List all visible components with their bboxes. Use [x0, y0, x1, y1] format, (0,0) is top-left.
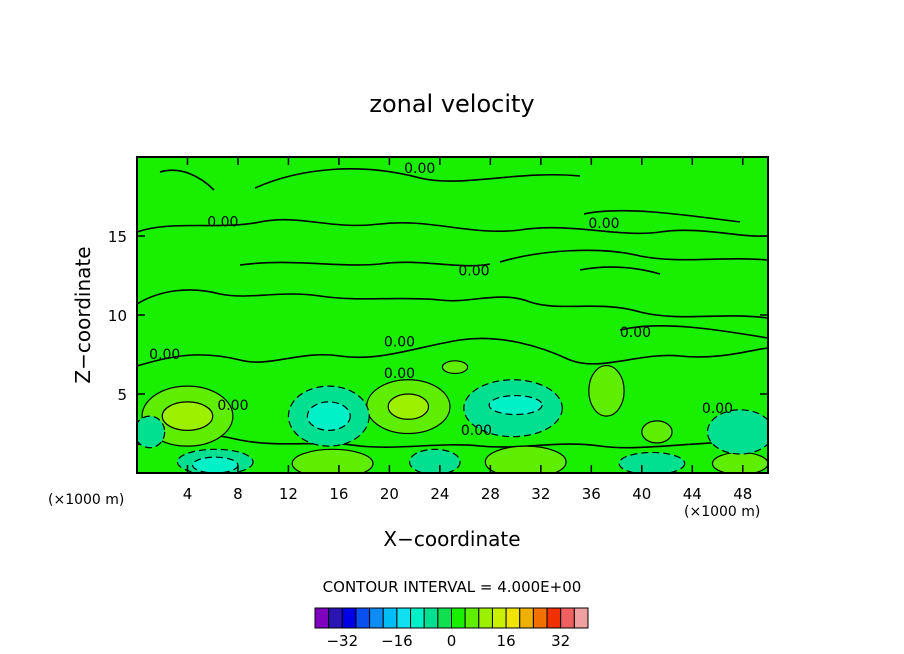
colorbar-swatch-14	[505, 607, 521, 629]
colorbar-swatch-19	[573, 607, 589, 629]
x-tick-label-11: 48	[733, 485, 752, 503]
contour-features	[137, 360, 768, 473]
colorbar-tick-label-1: −16	[381, 632, 413, 650]
colorbar-swatch-4	[369, 607, 384, 629]
colorbar-swatch-12	[478, 607, 493, 629]
contour-label-10: 0.00	[702, 401, 733, 417]
positive-contour-7	[441, 360, 469, 375]
colorbar-tick-label-2: 0	[447, 632, 457, 650]
contour-label-6: 0.00	[149, 347, 180, 363]
contour-label-9: 0.00	[461, 423, 492, 439]
colorbar-swatch-10	[451, 607, 466, 629]
negative-contour-12	[408, 448, 461, 473]
x-tick-label-0: 4	[183, 485, 193, 503]
negative-contour-18	[488, 394, 543, 416]
positive-contour-16	[387, 393, 430, 420]
contour-label-0: 0.00	[404, 161, 435, 177]
colorbar-swatch-13	[491, 607, 507, 629]
colorbar-swatch-6	[396, 607, 412, 629]
negative-contour-19	[191, 456, 239, 473]
y-axis-label: Z−coordinate	[71, 246, 95, 383]
positive-contour-6	[641, 420, 673, 444]
negative-contour-14	[137, 415, 166, 449]
x-tick-label-6: 28	[481, 485, 500, 503]
x-tick-label-4: 20	[380, 485, 399, 503]
positive-contour-4	[291, 448, 374, 473]
colorbar-swatch-7	[410, 607, 425, 629]
y-unit-label: (×1000 m)	[48, 492, 124, 508]
background-level-fill	[137, 157, 768, 473]
x-tick-label-2: 12	[279, 485, 298, 503]
colorbar-swatch-17	[546, 607, 562, 629]
negative-contour-13	[618, 451, 686, 473]
colorbar	[314, 607, 589, 629]
y-tick-label-2: 15	[108, 228, 127, 246]
x-unit-label: (×1000 m)	[684, 504, 760, 520]
contour-label-2: 0.00	[588, 216, 619, 232]
y-tick-label-0: 5	[117, 386, 127, 404]
colorbar-swatch-18	[560, 607, 575, 629]
colorbar-tick-label-3: 16	[497, 632, 516, 650]
positive-contour-15	[161, 401, 214, 431]
x-axis-label: X−coordinate	[383, 527, 520, 551]
contour-label-8: 0.00	[217, 398, 248, 414]
colorbar-swatch-15	[519, 607, 534, 629]
colorbar-swatch-16	[532, 607, 548, 629]
x-tick-label-8: 36	[582, 485, 601, 503]
colorbar-swatch-8	[423, 607, 439, 629]
y-tick-label-1: 10	[108, 307, 127, 325]
x-tick-label-7: 32	[531, 485, 550, 503]
x-tick-label-3: 16	[329, 485, 348, 503]
colorbar-swatch-9	[437, 607, 453, 629]
colorbar-tick-labels: −32 −16 0 16 32	[326, 632, 570, 650]
positive-contour-2	[588, 364, 625, 417]
colorbar-swatch-1	[328, 607, 343, 629]
colorbar-tick-label-0: −32	[326, 632, 358, 650]
contour-labels: 0.00 0.00 0.00 0.00 0.00 0.00 0.00 0.00 0.00 0.00…	[149, 161, 733, 439]
chart-title: zonal velocity	[369, 90, 534, 118]
positive-contour-3	[484, 445, 567, 473]
contour-field	[137, 157, 768, 473]
negative-contour-17	[306, 401, 351, 431]
colorbar-swatch-0	[314, 607, 330, 629]
y-axis: 5 10 15	[108, 228, 768, 404]
x-tick-label-1: 8	[233, 485, 243, 503]
contour-label-5: 0.00	[384, 335, 415, 351]
x-tick-label-9: 40	[632, 485, 651, 503]
colorbar-swatch-2	[341, 607, 357, 629]
zero-contour-lines	[137, 168, 768, 449]
contour-interval: CONTOUR INTERVAL = 4.000E+00	[323, 578, 582, 596]
x-axis: 4 8 12 16 20 24 28 32 36 40 44 48	[183, 157, 752, 503]
colorbar-swatch-3	[355, 607, 371, 629]
x-tick-label-10: 44	[683, 485, 702, 503]
x-tick-label-5: 24	[430, 485, 449, 503]
contour-label-1: 0.00	[207, 215, 238, 231]
contour-label-4: 0.00	[620, 325, 651, 341]
positive-contour-5	[711, 451, 768, 473]
colorbar-swatch-5	[382, 607, 398, 629]
contour-label-3: 0.00	[458, 264, 489, 280]
colorbar-tick-label-4: 32	[551, 632, 570, 650]
negative-contour-10	[706, 409, 768, 455]
contour-label-7: 0.00	[384, 366, 415, 382]
colorbar-swatch-11	[464, 607, 480, 629]
